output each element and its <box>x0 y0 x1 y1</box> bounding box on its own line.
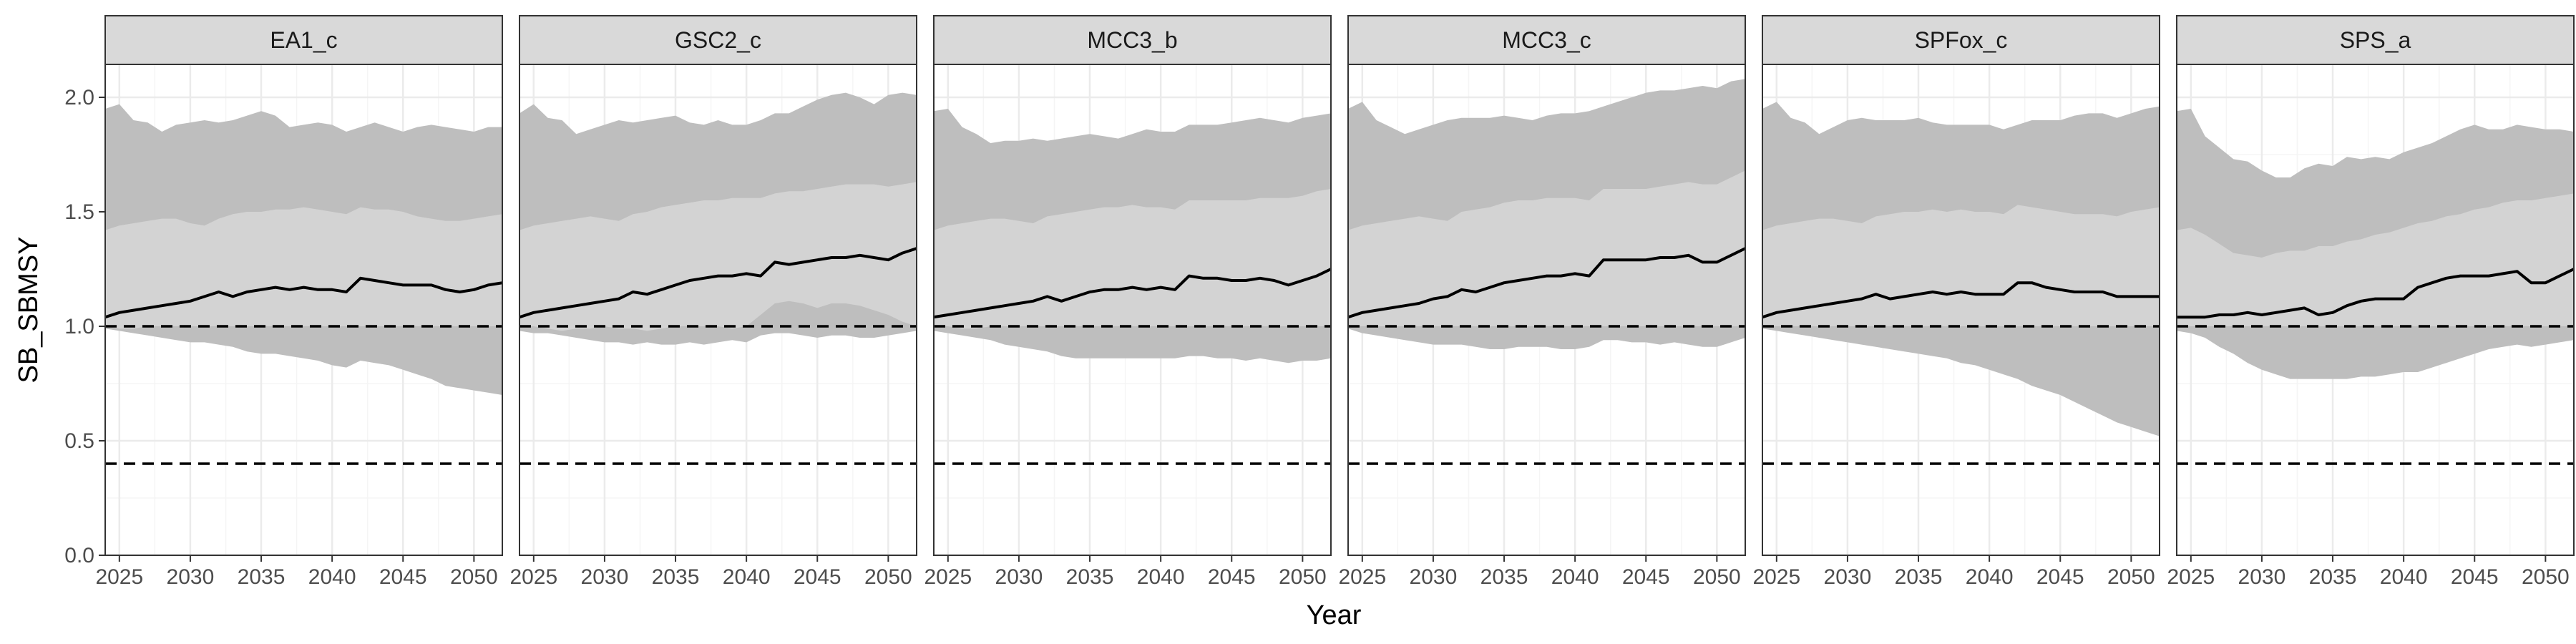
x-tick-label: 2045 <box>794 565 841 589</box>
median-line <box>519 247 917 319</box>
panel-frame <box>519 64 917 556</box>
x-tick-label: 2025 <box>2167 565 2215 589</box>
x-tick-label: 2030 <box>1824 565 1872 589</box>
inner-interval-band <box>2177 193 2574 326</box>
x-tick-label: 2045 <box>2036 565 2084 589</box>
x-tick-label: 2025 <box>924 565 972 589</box>
inner-interval-band <box>519 182 917 331</box>
y-tick-label: 0.0 <box>64 544 94 567</box>
x-tick-label: 2025 <box>95 565 143 589</box>
x-tick-label: 2040 <box>2380 565 2428 589</box>
panel-2: MCC3_b 2025 2030 2035 2040 2045 2050 <box>924 15 1332 589</box>
plot-area <box>2177 64 2574 555</box>
x-tick-label: 2040 <box>1966 565 2014 589</box>
panel-strip-label: SPS_a <box>2340 27 2411 53</box>
panel-frame <box>1347 64 1746 556</box>
plot-area <box>934 64 1331 555</box>
x-tick-label: 2035 <box>1895 565 1943 589</box>
panel-strip-label: SPFox_c <box>1915 27 2008 53</box>
x-tick-label: 2040 <box>723 565 771 589</box>
x-tick-label: 2040 <box>1551 565 1599 589</box>
panel-0: EA1_c 2025 2030 2035 2040 2045 2050 <box>95 15 503 589</box>
x-tick-label: 2030 <box>1410 565 1458 589</box>
x-axis-title: Year <box>1307 600 1362 630</box>
panel-strip <box>1347 15 1746 65</box>
plot-area <box>105 64 502 555</box>
x-tick-label: 2035 <box>238 565 286 589</box>
plot-area <box>1348 64 1745 555</box>
inner-interval-band <box>1762 205 2160 326</box>
x-tick-label: 2035 <box>1480 565 1528 589</box>
panel-frame <box>1762 64 2160 556</box>
x-tick-label: 2040 <box>308 565 356 589</box>
x-tick-label: 2045 <box>379 565 427 589</box>
panel-frame <box>933 64 1332 556</box>
x-tick-label: 2025 <box>509 565 557 589</box>
x-tick-label: 2030 <box>167 565 215 589</box>
x-tick-label: 2035 <box>652 565 700 589</box>
panel-frame <box>104 64 503 556</box>
x-tick-label: 2045 <box>2451 565 2499 589</box>
panel-strip <box>933 15 1332 65</box>
inner-interval-band <box>934 189 1331 329</box>
x-tick-label: 2030 <box>2238 565 2286 589</box>
y-tick-label: 1.0 <box>64 315 94 338</box>
x-tick-label: 2050 <box>2107 565 2155 589</box>
plot-area <box>1762 64 2160 555</box>
x-tick-label: 2030 <box>995 565 1043 589</box>
panel-strip-label: GSC2_c <box>675 27 761 53</box>
median-line <box>1348 247 1745 319</box>
inner-interval-band <box>1348 170 1745 326</box>
x-tick-label: 2025 <box>1752 565 1800 589</box>
y-axis-title: SB_SBMSY <box>14 237 44 384</box>
panel-strip <box>2176 15 2575 65</box>
panels-group: EA1_c 2025 2030 2035 2040 2045 2050 GSC2_c 2025 2… <box>95 15 2575 589</box>
panel-strip <box>519 15 917 65</box>
y-tick-label: 1.5 <box>64 200 94 224</box>
panel-3: MCC3_c 2025 2030 2035 2040 2045 2050 <box>1338 15 1746 589</box>
x-tick-label: 2045 <box>1208 565 1256 589</box>
x-tick-label: 2030 <box>581 565 629 589</box>
y-tick-label: 0.5 <box>64 429 94 453</box>
x-tick-label: 2050 <box>1693 565 1741 589</box>
y-tick-label: 2.0 <box>64 86 94 109</box>
inner-interval-band <box>105 207 502 329</box>
x-tick-label: 2050 <box>1279 565 1327 589</box>
panel-4: SPFox_c 2025 2030 2035 2040 2045 2050 <box>1752 15 2160 589</box>
y-axis: 0.0 0.5 1.0 1.5 2.0 <box>64 86 105 567</box>
x-tick-label: 2035 <box>1066 565 1114 589</box>
x-tick-label: 2050 <box>450 565 498 589</box>
median-line <box>934 268 1331 319</box>
panel-strip <box>104 15 503 65</box>
panel-1: GSC2_c 2025 2030 2035 2040 2045 2050 <box>509 15 917 589</box>
panel-strip-label: EA1_c <box>270 27 337 53</box>
panel-strip-label: MCC3_b <box>1087 27 1177 53</box>
x-tick-label: 2035 <box>2309 565 2357 589</box>
x-tick-label: 2025 <box>1338 565 1386 589</box>
plot-area <box>519 64 917 555</box>
x-tick-label: 2050 <box>864 565 912 589</box>
x-tick-label: 2050 <box>2522 565 2570 589</box>
x-tick-label: 2040 <box>1137 565 1185 589</box>
median-line <box>2177 268 2574 319</box>
x-tick-label: 2045 <box>1622 565 1670 589</box>
median-line <box>105 276 502 319</box>
panel-frame <box>2176 64 2575 556</box>
median-line <box>1762 281 2160 319</box>
panel-5: SPS_a 2025 2030 2035 2040 2045 2050 <box>2167 15 2575 589</box>
panel-strip-label: MCC3_c <box>1502 27 1591 53</box>
